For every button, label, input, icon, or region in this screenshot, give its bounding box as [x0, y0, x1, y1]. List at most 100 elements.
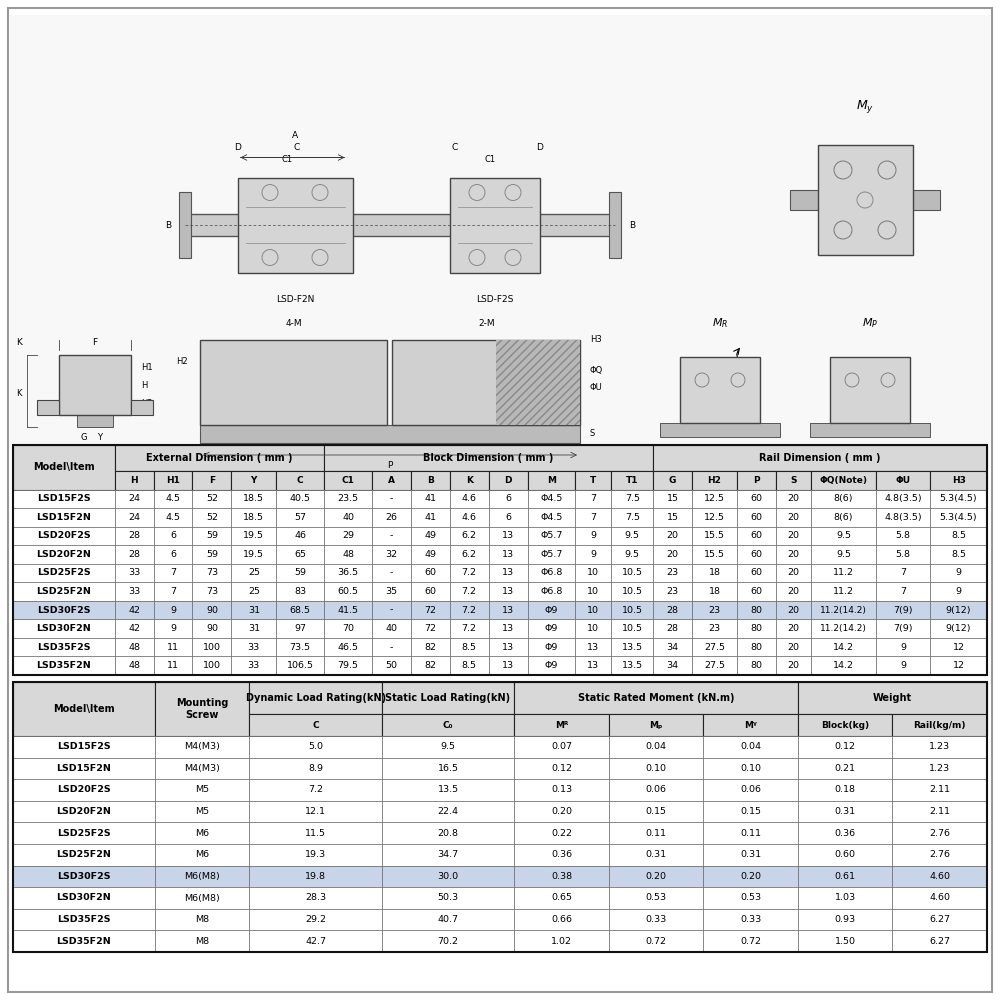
Text: M5: M5	[195, 807, 209, 816]
Text: 11: 11	[167, 661, 179, 670]
Bar	[13, 545, 115, 564]
Bar	[13, 527, 115, 545]
Text: Block Dimension ( mm ): Block Dimension ( mm )	[423, 453, 554, 463]
Bar	[249, 714, 382, 736]
Text: A: A	[388, 476, 395, 485]
Bar	[609, 736, 703, 758]
Text: LSD35F2N: LSD35F2N	[36, 661, 91, 670]
Text: 8(6): 8(6)	[834, 513, 853, 522]
Text: 20: 20	[787, 606, 799, 615]
Bar	[496, 340, 580, 425]
Text: Φ6.8: Φ6.8	[540, 568, 563, 577]
Text: 34: 34	[667, 643, 679, 652]
Bar	[411, 564, 450, 582]
Bar	[392, 340, 580, 425]
Bar	[609, 714, 703, 736]
Bar	[382, 844, 514, 866]
Text: 0.38: 0.38	[551, 872, 572, 881]
Text: 0.72: 0.72	[646, 937, 667, 946]
Bar	[737, 545, 776, 564]
Bar	[737, 490, 776, 508]
Bar	[450, 545, 489, 564]
Bar	[231, 527, 276, 545]
Bar	[115, 490, 154, 508]
Bar	[692, 527, 737, 545]
Text: 9.5: 9.5	[625, 550, 640, 559]
Text: 9.5: 9.5	[440, 742, 455, 751]
Text: 9: 9	[900, 661, 906, 670]
Text: 10: 10	[587, 624, 599, 633]
Bar	[876, 545, 930, 564]
Bar	[450, 564, 489, 582]
Bar	[450, 527, 489, 545]
Text: M6(M8): M6(M8)	[184, 894, 220, 903]
Text: 7.5: 7.5	[625, 494, 640, 503]
Bar	[372, 508, 411, 527]
Bar	[703, 801, 798, 822]
Text: 7.2: 7.2	[462, 587, 477, 596]
Bar	[611, 619, 653, 638]
Text: 18: 18	[708, 587, 720, 596]
Bar	[653, 445, 987, 471]
Bar	[930, 471, 987, 490]
Text: 4.6: 4.6	[462, 494, 477, 503]
Bar	[13, 619, 115, 638]
Text: 16.5: 16.5	[437, 764, 458, 773]
Text: LSD15F2S: LSD15F2S	[37, 494, 91, 503]
Bar	[776, 638, 811, 656]
Text: LSD15F2N: LSD15F2N	[36, 513, 91, 522]
Bar	[892, 887, 987, 909]
Text: 23: 23	[667, 587, 679, 596]
Text: 29: 29	[342, 531, 354, 540]
Bar	[13, 930, 155, 952]
Text: 20: 20	[787, 624, 799, 633]
Bar	[249, 930, 382, 952]
Text: 6: 6	[170, 531, 176, 540]
Bar	[450, 178, 540, 272]
Text: 10: 10	[587, 568, 599, 577]
Bar	[876, 508, 930, 527]
Bar	[798, 801, 892, 822]
Bar	[382, 779, 514, 801]
Bar	[798, 779, 892, 801]
Text: 13: 13	[587, 661, 599, 670]
Bar	[115, 638, 154, 656]
Bar	[528, 619, 575, 638]
Bar	[930, 508, 987, 527]
Bar	[930, 527, 987, 545]
Text: 41: 41	[424, 494, 436, 503]
Bar	[249, 758, 382, 779]
Text: Rail(kg/m): Rail(kg/m)	[913, 721, 966, 730]
Bar	[653, 508, 692, 527]
Text: C: C	[452, 143, 458, 152]
Bar	[249, 801, 382, 822]
Text: 4.60: 4.60	[929, 894, 950, 903]
Text: 27.5: 27.5	[704, 643, 725, 652]
Text: 6.27: 6.27	[929, 937, 950, 946]
Bar	[653, 601, 692, 619]
Bar	[372, 638, 411, 656]
Text: 11.2: 11.2	[833, 568, 854, 577]
Text: 72: 72	[424, 624, 436, 633]
Text: M8: M8	[195, 937, 209, 946]
Text: 11.2(14.2): 11.2(14.2)	[820, 624, 867, 633]
Bar	[372, 564, 411, 582]
Text: 22.4: 22.4	[437, 807, 458, 816]
Text: 41.5: 41.5	[338, 606, 359, 615]
Text: 72: 72	[424, 606, 436, 615]
Text: 0.11: 0.11	[646, 829, 667, 838]
Bar	[155, 844, 249, 866]
Bar	[192, 527, 231, 545]
Text: LSD30F2N: LSD30F2N	[57, 894, 111, 903]
Text: LSD30F2S: LSD30F2S	[37, 606, 91, 615]
Bar	[324, 508, 372, 527]
Bar	[382, 682, 514, 714]
Bar	[115, 527, 154, 545]
Text: 10.5: 10.5	[622, 606, 643, 615]
Bar	[115, 582, 154, 601]
Bar	[575, 471, 611, 490]
Text: -: -	[390, 531, 393, 540]
Bar	[192, 490, 231, 508]
Bar	[514, 736, 609, 758]
Bar	[798, 844, 892, 866]
